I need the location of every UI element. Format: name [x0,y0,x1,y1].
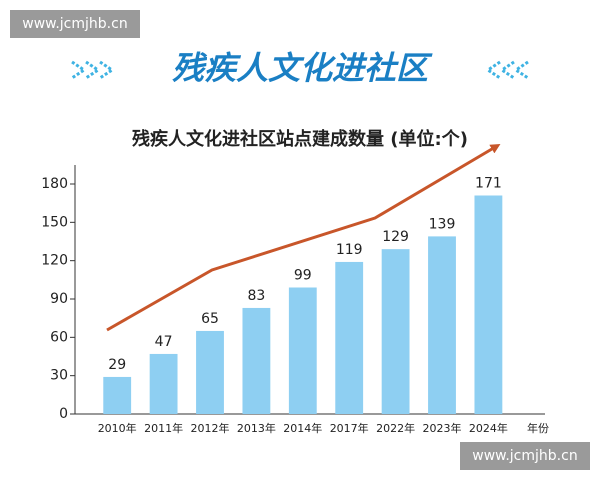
value-label: 99 [294,268,312,284]
x-tick-label: 2014年 [283,421,322,435]
watermark-box [460,442,590,470]
bar [335,261,364,414]
x-tick-label: 2024年 [469,421,508,435]
chart-title: 残疾人文化进社区站点建成数量 (单位:个) [132,128,468,150]
y-tick-label: 90 [50,291,68,307]
x-tick-label: 2017年 [330,421,369,435]
value-label: 47 [155,334,173,350]
value-label: 171 [475,176,502,192]
value-label: 119 [336,242,363,258]
trend-arrow [106,143,501,332]
y-tick-label: 180 [41,176,68,192]
y-tick-label: 150 [41,214,68,230]
y-tick-label: 120 [41,253,68,269]
bar [242,307,271,414]
watermark-box [10,10,140,38]
bar [149,353,178,414]
value-label: 129 [382,229,409,245]
bar [103,376,132,414]
value-label: 83 [247,288,265,304]
value-label: 139 [429,216,456,232]
bar [288,287,317,414]
y-tick-label: 0 [59,406,68,422]
x-tick-label: 2012年 [191,421,230,435]
bar [196,330,224,414]
y-tick-label: 60 [50,329,68,345]
banner-title: 残疾人文化进社区 [172,49,433,87]
watermark: www.jcmjhb.cn [22,16,127,32]
value-label: 29 [108,357,126,373]
bar [428,236,456,414]
x-tick-label: 2023年 [423,421,462,435]
x-tick-label: 2011年 [144,421,183,435]
x-tick-label: 2013年 [237,421,276,435]
x-axis-label: 年份 [527,421,549,435]
x-tick-label: 2010年 [98,421,137,435]
value-label: 65 [201,311,219,327]
watermark: www.jcmjhb.cn [472,448,577,464]
y-tick-label: 30 [50,368,68,384]
bar [381,249,410,414]
bar [474,195,503,414]
x-tick-label: 2022年 [376,421,415,435]
